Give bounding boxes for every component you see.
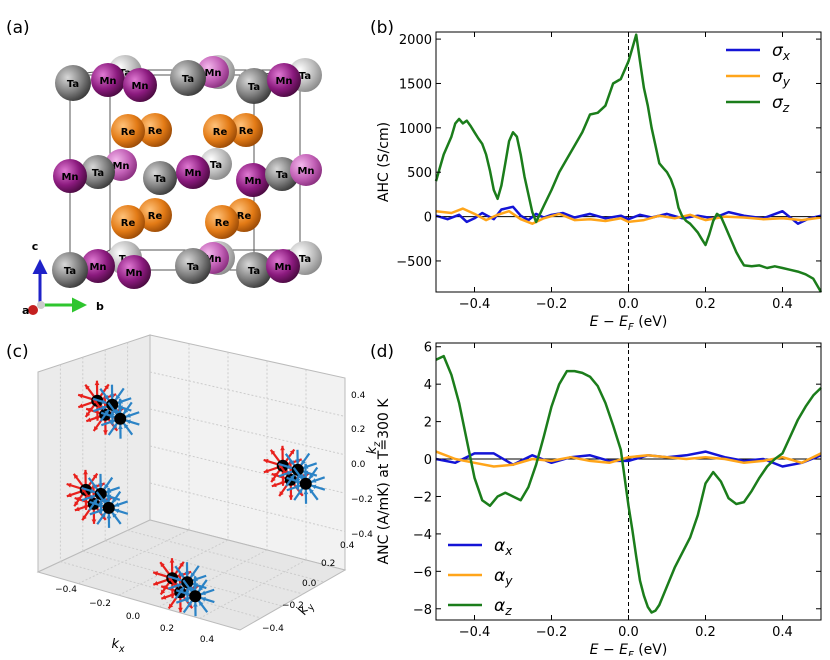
atom-label-re: Re <box>213 127 228 138</box>
d-xtick-label: 0.4 <box>772 625 793 640</box>
atom-label-re: Re <box>121 127 136 138</box>
atom-label-ta: Ta <box>299 254 311 265</box>
y-tick-label: 0.2 <box>321 559 335 569</box>
b-xtick-label: 0.4 <box>772 297 793 312</box>
d-xtick-label: −0.4 <box>459 625 491 640</box>
b-legend-label-y: σy <box>772 67 791 89</box>
atom-label-mn: Mn <box>131 81 148 92</box>
atom-label-re: Re <box>239 126 254 137</box>
x-tick-label: −0.2 <box>89 599 111 609</box>
d-ytick-label: 2 <box>424 416 432 431</box>
b-xtick-label: 0.0 <box>618 297 639 312</box>
b-xtick-label: −0.2 <box>536 297 568 312</box>
d-ytick-label: 0 <box>424 453 432 468</box>
atom-label-mn: Mn <box>275 76 292 87</box>
b-xtick-label: 0.2 <box>695 297 716 312</box>
axis-c-label: c <box>32 240 39 253</box>
atom-label-ta: Ta <box>210 160 222 171</box>
b-ytick-label: 1500 <box>399 77 432 92</box>
b-ytick-label: 2000 <box>399 33 432 48</box>
d-ytick-label: −4 <box>413 528 432 543</box>
ahc-chart: −0.4 −0.2 0.0 0.2 0.4 −500 0 500 1000 1500 2000 E −… <box>376 32 821 333</box>
b-ytick-label: −500 <box>396 255 432 270</box>
axis-b-label: b <box>96 300 104 313</box>
d-ytick-label: −8 <box>413 603 432 618</box>
atom-label-mn: Mn <box>244 176 261 187</box>
atom-label-ta: Ta <box>276 170 288 181</box>
atom-label-re: Re <box>148 211 163 222</box>
d-xtick-label: 0.2 <box>695 625 716 640</box>
atom-label-ta: Ta <box>248 82 260 93</box>
b-ytick-label: 0 <box>424 211 432 226</box>
d-legend-label-z: αz <box>494 596 512 618</box>
atom-label-ta: Ta <box>92 168 104 179</box>
z-tick-label: −0.4 <box>351 530 373 540</box>
atom-label-ta: Ta <box>64 266 76 277</box>
atom-label-mn: Mn <box>184 168 201 179</box>
z-tick-label: 0.2 <box>351 425 365 435</box>
d-legend-label-y: αy <box>494 566 513 588</box>
atom-label-mn: Mn <box>274 262 291 273</box>
z-tick-label: −0.2 <box>351 495 373 505</box>
crystal-structure: Ta Ta Mn Ta Mn Ta Mn Ta Ta Mn Re Re Re Re Mn Ta Ta Mn Ta Mn… <box>22 55 322 317</box>
y-tick-label: −0.4 <box>262 624 284 634</box>
x-tick-label: 0.0 <box>126 612 141 622</box>
panel-label-a: (a) <box>6 18 30 38</box>
d-ytick-label: −6 <box>413 565 432 580</box>
d-y-axis-label: ANC (A/mK) at T=300 K <box>376 398 392 565</box>
b-series-z <box>436 35 821 292</box>
panel-label-b: (b) <box>370 18 394 38</box>
d-ytick-label: −2 <box>413 490 432 505</box>
d-xtick-label: 0.0 <box>618 625 639 640</box>
x-tick-label: 0.2 <box>160 624 174 634</box>
atom-label-mn: Mn <box>112 161 129 172</box>
atom-label-mn: Mn <box>61 172 78 183</box>
b-ytick-label: 1000 <box>399 122 432 137</box>
y-tick-label: 0.0 <box>302 579 317 589</box>
weyl-sink-point <box>103 502 115 514</box>
weyl-3d-chart: −0.4−0.20.00.20.4−0.4−0.20.00.20.40.40.2… <box>38 335 383 655</box>
atom-label-re: Re <box>148 126 163 137</box>
b-xtick-label: −0.4 <box>459 297 491 312</box>
atom-label-ta: Ta <box>67 79 79 90</box>
z-tick-label: 0.4 <box>351 391 366 401</box>
atom-label-re: Re <box>215 218 230 229</box>
x-axis-label: kx <box>111 637 125 655</box>
x-tick-label: 0.4 <box>200 635 215 645</box>
axis-origin <box>37 301 45 309</box>
y-tick-label: 0.4 <box>340 541 355 551</box>
atom-label-mn: Mn <box>125 268 142 279</box>
atom-label-re: Re <box>121 218 136 229</box>
atom-label-mn: Mn <box>89 262 106 273</box>
atom-label-ta: Ta <box>187 262 199 273</box>
d-legend-label-x: αx <box>494 536 513 558</box>
b-legend-label-z: σz <box>772 93 790 115</box>
d-xtick-label: −0.2 <box>536 625 568 640</box>
atom-label-ta: Ta <box>154 174 166 185</box>
d-x-axis-label: E − EF (eV) <box>590 642 668 656</box>
panel-label-d: (d) <box>370 342 394 362</box>
atom-label-ta: Ta <box>182 74 194 85</box>
panel-label-c: (c) <box>6 342 29 362</box>
atom-label-mn: Mn <box>204 68 221 79</box>
b-x-axis-label: E − EF (eV) <box>590 314 668 333</box>
anc-chart: −0.4 −0.2 0.0 0.2 0.4 −8 −6 −4 −2 0 2 4 6 E − EF (eV)… <box>376 341 821 656</box>
d-ytick-label: 6 <box>424 341 432 356</box>
atom-label-re: Re <box>237 211 252 222</box>
weyl-sink-point <box>189 590 201 602</box>
b-y-axis-label: AHC (S/cm) <box>376 122 392 202</box>
axis-a-label: a <box>22 304 29 317</box>
axis-a-dot <box>28 305 38 315</box>
x-tick-label: −0.4 <box>55 585 77 595</box>
weyl-sink-point <box>114 413 126 425</box>
b-ytick-label: 500 <box>407 166 432 181</box>
b-legend-label-x: σx <box>772 41 791 63</box>
d-ytick-label: 4 <box>424 378 432 393</box>
z-tick-label: 0.0 <box>351 460 366 470</box>
atom-label-mn: Mn <box>99 76 116 87</box>
atom-label-ta: Ta <box>248 266 260 277</box>
atom-label-mn: Mn <box>297 166 314 177</box>
weyl-sink-point <box>300 478 312 490</box>
